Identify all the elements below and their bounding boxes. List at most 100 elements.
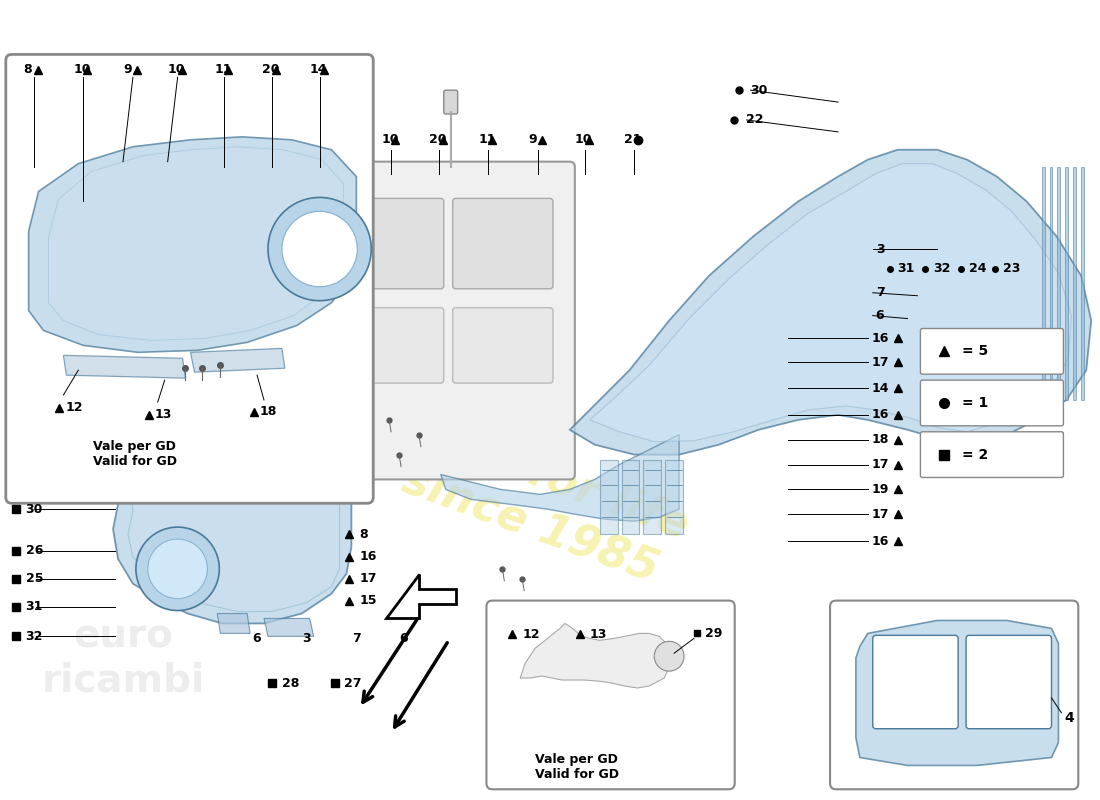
Text: = 5: = 5 (962, 344, 989, 358)
Text: 14: 14 (310, 63, 327, 76)
Text: 17: 17 (360, 572, 377, 586)
Text: 29: 29 (705, 627, 723, 640)
Text: Vale per GD
Valid for GD: Vale per GD Valid for GD (94, 440, 177, 468)
Text: 11: 11 (478, 134, 496, 146)
Polygon shape (64, 355, 186, 378)
Text: 22: 22 (746, 114, 763, 126)
Text: 18: 18 (871, 434, 889, 446)
Text: 3: 3 (876, 242, 884, 255)
Text: 17: 17 (871, 508, 889, 521)
Text: 10: 10 (575, 134, 592, 146)
Text: 17: 17 (871, 458, 889, 471)
Polygon shape (666, 459, 683, 534)
Text: 30: 30 (750, 84, 768, 97)
Polygon shape (128, 452, 340, 611)
FancyBboxPatch shape (921, 432, 1064, 478)
Polygon shape (520, 623, 671, 688)
Text: 10: 10 (74, 63, 91, 76)
Text: 16: 16 (360, 550, 376, 563)
FancyBboxPatch shape (6, 54, 373, 503)
Polygon shape (570, 150, 1091, 454)
Text: 16: 16 (871, 408, 889, 422)
Text: 4: 4 (1065, 710, 1075, 725)
Text: euro
ricambi: euro ricambi (42, 617, 205, 699)
Circle shape (268, 198, 372, 301)
Text: 27: 27 (344, 677, 362, 690)
Text: 19: 19 (871, 483, 889, 496)
Text: Vale per GD
Valid for GD: Vale per GD Valid for GD (535, 753, 619, 781)
Text: 10: 10 (167, 63, 185, 76)
Text: = 2: = 2 (962, 448, 989, 462)
Text: 6: 6 (253, 632, 262, 645)
Text: 16: 16 (871, 332, 889, 345)
Text: 17: 17 (871, 356, 889, 369)
Polygon shape (1042, 166, 1045, 400)
Polygon shape (856, 621, 1058, 766)
FancyBboxPatch shape (443, 90, 458, 114)
Text: 31: 31 (898, 262, 915, 275)
Polygon shape (190, 348, 285, 372)
Circle shape (147, 539, 208, 598)
FancyBboxPatch shape (921, 329, 1064, 374)
FancyBboxPatch shape (327, 162, 575, 479)
Polygon shape (29, 137, 356, 352)
Polygon shape (1074, 166, 1076, 400)
FancyBboxPatch shape (486, 601, 735, 790)
Text: 11: 11 (214, 63, 232, 76)
Text: 31: 31 (25, 600, 43, 613)
FancyBboxPatch shape (343, 308, 443, 383)
Polygon shape (1049, 166, 1053, 400)
Text: 20: 20 (262, 63, 279, 76)
Text: a passion for life
        since 1985: a passion for life since 1985 (267, 364, 694, 595)
Polygon shape (600, 459, 617, 534)
Text: 16: 16 (871, 534, 889, 547)
Polygon shape (1081, 166, 1085, 400)
Text: 13: 13 (590, 628, 607, 641)
Polygon shape (621, 459, 639, 534)
Text: 30: 30 (25, 502, 43, 516)
Text: 13: 13 (155, 408, 172, 422)
Text: 25: 25 (25, 572, 43, 586)
FancyBboxPatch shape (966, 635, 1052, 729)
Circle shape (654, 642, 684, 671)
FancyBboxPatch shape (872, 635, 958, 729)
Text: 8: 8 (24, 63, 32, 76)
Polygon shape (113, 445, 351, 623)
Circle shape (136, 527, 219, 610)
Circle shape (282, 211, 358, 286)
FancyBboxPatch shape (830, 601, 1078, 790)
Polygon shape (386, 574, 455, 618)
Text: 32: 32 (933, 262, 950, 275)
Polygon shape (48, 146, 343, 341)
Text: 6: 6 (399, 632, 408, 645)
Polygon shape (1066, 166, 1068, 400)
Text: 7: 7 (876, 286, 884, 299)
Polygon shape (264, 618, 314, 636)
Text: 3: 3 (302, 632, 311, 645)
Polygon shape (1057, 166, 1060, 400)
Text: 9: 9 (123, 63, 132, 76)
Polygon shape (644, 459, 661, 534)
Text: 12: 12 (65, 402, 82, 414)
Text: 15: 15 (360, 594, 377, 607)
Polygon shape (590, 164, 1071, 442)
Text: 9: 9 (528, 134, 537, 146)
Text: 26: 26 (25, 545, 43, 558)
Text: 10: 10 (382, 134, 398, 146)
Text: 12: 12 (522, 628, 540, 641)
FancyBboxPatch shape (453, 308, 553, 383)
Text: = 1: = 1 (962, 396, 989, 410)
Text: 14: 14 (871, 382, 889, 394)
FancyBboxPatch shape (921, 380, 1064, 426)
FancyBboxPatch shape (453, 198, 553, 289)
Text: 20: 20 (429, 134, 447, 146)
FancyBboxPatch shape (343, 198, 443, 289)
Text: 18: 18 (260, 406, 277, 418)
Text: 23: 23 (1003, 262, 1020, 275)
Text: 6: 6 (876, 309, 884, 322)
Text: 7: 7 (352, 632, 361, 645)
Polygon shape (441, 434, 679, 521)
Text: 8: 8 (360, 527, 368, 541)
Text: 28: 28 (282, 677, 299, 690)
Polygon shape (218, 614, 250, 634)
